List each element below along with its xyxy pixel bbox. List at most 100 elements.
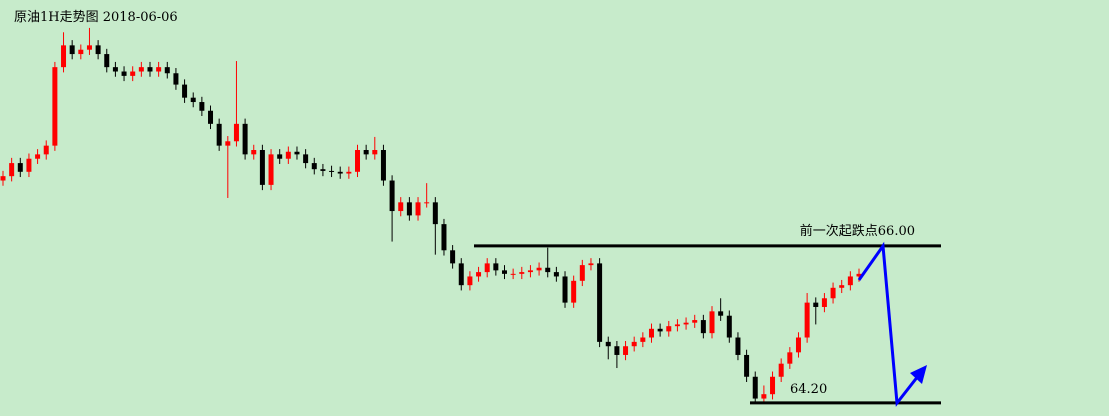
candle-body (363, 150, 369, 155)
candle-body (337, 171, 343, 174)
level-label: 64.20 (790, 382, 827, 397)
candle-body (156, 67, 162, 72)
candle-body (121, 71, 127, 76)
candle-body (9, 163, 15, 177)
candle-body (199, 102, 205, 111)
levels: 前一次起跌点66.00 64.20 (474, 223, 941, 405)
projection-path (857, 241, 924, 407)
candle-body (588, 263, 594, 266)
candle-body (718, 311, 724, 316)
candle-body (285, 151, 291, 159)
candle-body (787, 352, 793, 364)
candle-body (623, 346, 629, 355)
candle-body (398, 202, 404, 212)
candle-body (43, 145, 49, 155)
candle-body (571, 280, 577, 303)
candle-body (683, 322, 689, 325)
candle-body (86, 45, 92, 50)
candle-body (277, 154, 283, 159)
candle-body (839, 285, 845, 288)
candle-body (35, 154, 41, 159)
candle-body (78, 49, 84, 55)
candle-body (130, 71, 136, 76)
candle-body (303, 154, 309, 164)
candle-body (752, 376, 758, 399)
candle-body (69, 45, 75, 55)
candle-body (225, 141, 231, 146)
candle-body (147, 67, 153, 72)
candles (0, 27, 862, 404)
candle-body (501, 270, 507, 274)
candle-body (355, 150, 361, 172)
candle-body (856, 273, 862, 277)
candle-body (441, 224, 447, 251)
candle-body (251, 150, 257, 155)
candle-body (320, 169, 326, 171)
candle-body (450, 250, 456, 264)
projection-arrow (857, 241, 927, 407)
candle-body (605, 341, 611, 347)
candle-body (761, 394, 767, 399)
candle-body (329, 170, 335, 172)
candle-body (346, 171, 352, 174)
candle-body (692, 320, 698, 323)
candle-body (484, 263, 490, 273)
candle-body (242, 123, 248, 155)
candle-body (380, 150, 386, 181)
arrow-head (910, 365, 927, 384)
candle-body (424, 202, 430, 204)
candle-body (804, 302, 810, 338)
candle-body (648, 328, 654, 338)
candle-body (432, 202, 438, 225)
candle-body (233, 123, 239, 142)
candle-body (674, 324, 680, 327)
candle-body (311, 163, 317, 170)
level-label: 前一次起跌点66.00 (800, 223, 915, 239)
candle-body (510, 273, 516, 275)
candle-body (614, 346, 620, 355)
candle-body (795, 337, 801, 353)
candle-body (597, 263, 603, 342)
candle-body (61, 45, 67, 68)
candle-body (0, 176, 6, 181)
candle-body (268, 154, 274, 185)
candle-body (770, 376, 776, 395)
candle-body (458, 263, 464, 286)
candle-body (709, 311, 715, 334)
candle-body (657, 328, 663, 332)
candle-body (536, 267, 542, 271)
candle-body (112, 67, 118, 72)
candle-body (821, 298, 827, 307)
candle-body (527, 270, 533, 273)
candle-body (562, 276, 568, 303)
candle-body (17, 163, 23, 172)
candle-body (406, 202, 412, 216)
candle-body (519, 272, 525, 274)
candle-body (372, 150, 378, 155)
candle-body (415, 202, 421, 216)
candle-body (104, 54, 110, 68)
candle-body (726, 315, 732, 338)
candle-body (467, 276, 473, 286)
chart-title: 原油1H走势图 2018-06-06 (14, 9, 178, 25)
candle-body (631, 341, 637, 347)
candle-body (493, 263, 499, 271)
candle-body (138, 67, 144, 72)
candle-body (164, 67, 170, 74)
candle-body (294, 151, 300, 155)
candle-body (778, 363, 784, 377)
candle-body (579, 265, 585, 281)
candle-body (830, 287, 836, 299)
candle-body (208, 110, 214, 124)
candle-body (744, 354, 750, 377)
candle-body (259, 150, 265, 185)
candle-body (847, 276, 853, 286)
candle-body (813, 302, 819, 307)
candle-body (700, 320, 706, 334)
candle-body (545, 267, 551, 273)
candle-body (190, 97, 196, 103)
candle-body (553, 272, 559, 277)
candle-body (666, 326, 672, 332)
